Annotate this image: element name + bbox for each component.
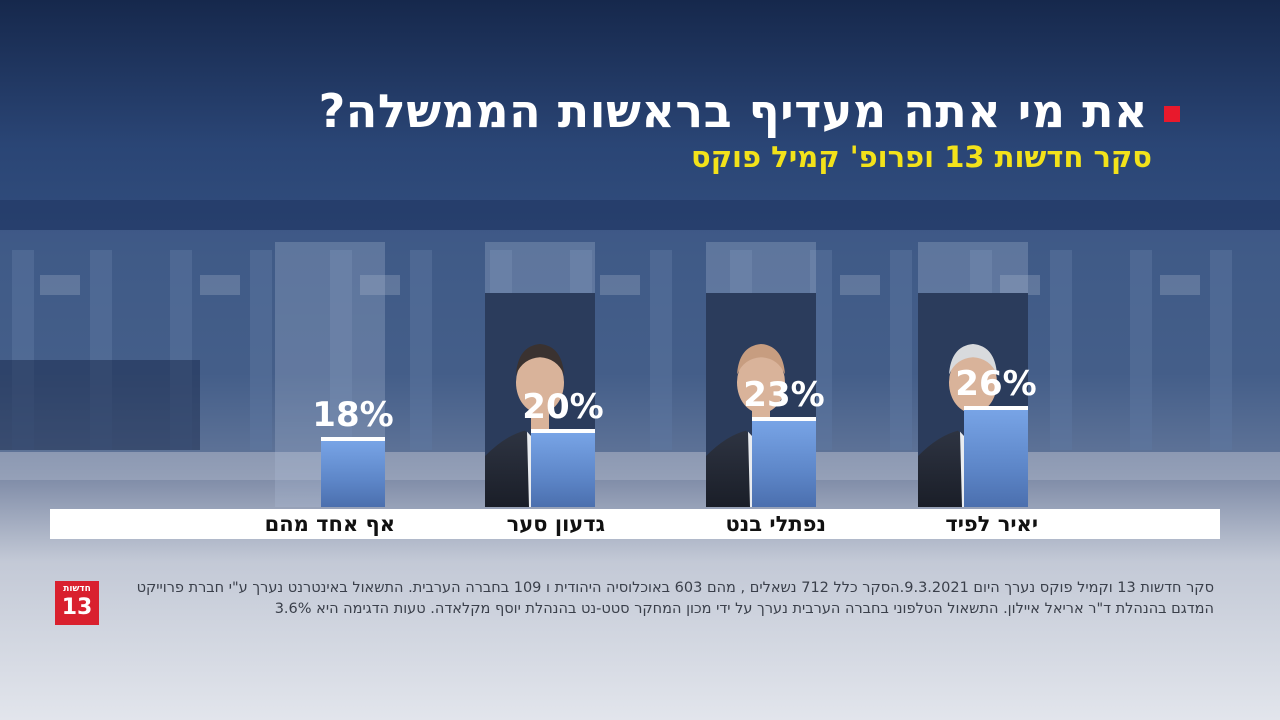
logo-label: חדשות [63,584,91,594]
bar-value-label: 23% [743,375,825,415]
bar-value-label: 20% [522,387,604,427]
category-label: אף אחד מהם [264,512,395,536]
chart-title: את מי אתה מעדיף בראשות הממשלה? [318,84,1148,138]
logo-number: 13 [61,595,93,620]
bar [531,429,595,507]
knesset-building-background [0,200,1280,480]
category-label: יאיר לפיד [945,512,1038,536]
names-band [50,509,1220,539]
bar [752,417,816,507]
category-label: נפתלי בנט [725,512,826,536]
bar [321,437,385,507]
bar-value-label: 26% [955,364,1037,404]
bar [964,406,1028,507]
red-square-marker [1164,106,1180,122]
category-label: גדעון סער [506,512,605,536]
channel-13-news-logo: חדשות 13 [55,581,99,625]
chart-title-block: את מי אתה מעדיף בראשות הממשלה? [319,84,1180,138]
survey-footnote: סקר חדשות 13 וקמיל פוקס נערך היום 9.3.20… [136,580,1214,617]
bar-value-label: 18% [312,395,394,435]
chart-subtitle: סקר חדשות 13 ופרופ' קמיל פוקס [690,140,1152,174]
